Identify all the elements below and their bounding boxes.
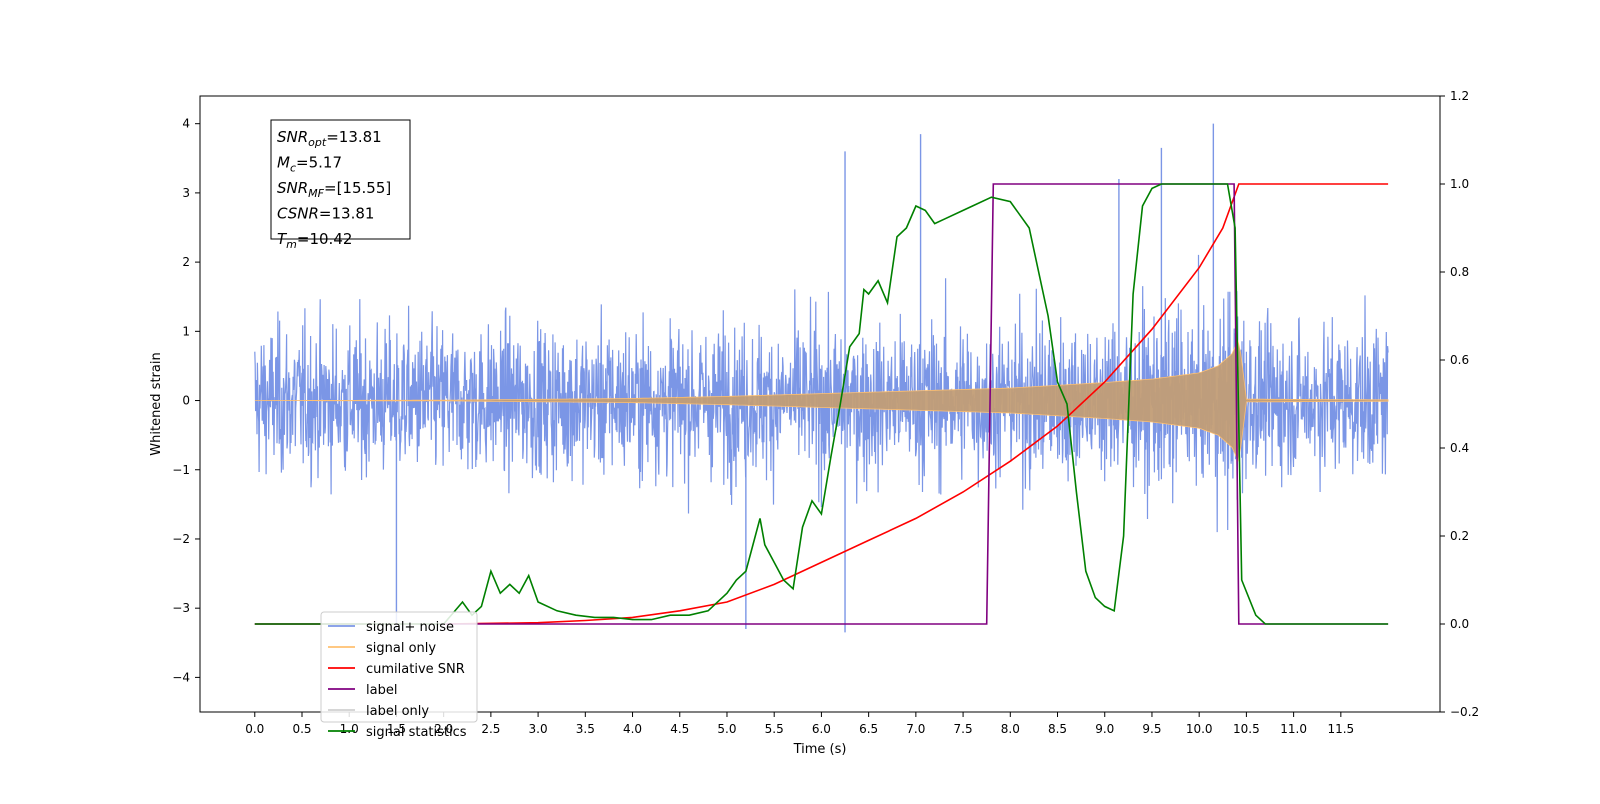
x-tick-label: 7.0 <box>906 722 925 736</box>
x-axis: 0.0 0.5 1.0 1.5 2.0 2.5 3.0 3.5 4.0 4.5 5.0 5.5 6.0 6… <box>245 712 1354 736</box>
x-axis-label: Time (s) <box>793 742 847 757</box>
legend-label: label only <box>366 704 429 719</box>
y2-tick-label: 0.8 <box>1450 265 1469 279</box>
x-tick-label: 4.0 <box>623 722 642 736</box>
y-tick-label: 3 <box>182 186 190 200</box>
x-tick-label: 8.5 <box>1048 722 1067 736</box>
annotation-line: CSNR=13.81 <box>277 205 374 223</box>
y-tick-label: 2 <box>182 255 190 269</box>
y2-tick-label: 1.0 <box>1450 177 1469 191</box>
x-tick-label: 6.5 <box>859 722 878 736</box>
annotation-line: Tm=10.42 <box>277 230 352 251</box>
x-tick-label: 0.5 <box>292 722 311 736</box>
signal-statistics-line <box>254 183 1389 625</box>
y-axis-label: Whitened strain <box>149 352 164 455</box>
y2-tick-label: 1.2 <box>1450 89 1469 103</box>
legend-label: signal+ noise <box>366 620 454 635</box>
x-tick-label: 11.0 <box>1280 722 1307 736</box>
y-tick-label: 4 <box>182 117 190 131</box>
legend-label: label <box>366 683 397 698</box>
legend-label: signal only <box>366 641 436 656</box>
x-tick-label: 9.5 <box>1142 722 1161 736</box>
y2-tick-label: 0.4 <box>1450 441 1469 455</box>
x-tick-label: 1.5 <box>387 722 406 736</box>
x-tick-label: 3.0 <box>529 722 548 736</box>
annotation-line: SNRopt=13.81 <box>277 128 382 149</box>
annotation-box: SNRopt=13.81 Mc=5.17 SNRMF=[15.55] CSNR=13.… <box>270 119 411 251</box>
y-tick-label: −2 <box>172 532 190 546</box>
x-tick-label: 2.0 <box>434 722 453 736</box>
x-tick-label: 10.0 <box>1186 722 1213 736</box>
x-tick-label: 8.0 <box>1001 722 1020 736</box>
x-tick-label: 5.5 <box>765 722 784 736</box>
x-tick-label: 0.0 <box>245 722 264 736</box>
y-tick-label: −4 <box>172 670 190 684</box>
y2-tick-label: 0.2 <box>1450 529 1469 543</box>
x-tick-label: 6.0 <box>812 722 831 736</box>
y-tick-label: −1 <box>172 463 190 477</box>
y2-tick-label: 0.0 <box>1450 617 1469 631</box>
x-tick-label: 1.0 <box>340 722 359 736</box>
x-tick-label: 11.5 <box>1327 722 1354 736</box>
y-axis-left: 4 3 2 1 0 −1 −2 −3 −4 <box>172 117 200 684</box>
y-tick-label: 0 <box>182 394 190 408</box>
y2-tick-label: 0.6 <box>1450 353 1469 367</box>
plot-frame <box>199 95 1441 713</box>
y-tick-label: −3 <box>172 601 190 615</box>
annotation-line: SNRMF=[15.55] <box>277 179 391 200</box>
legend-label: cumilative SNR <box>366 662 465 677</box>
y2-tick-label: −0.2 <box>1450 705 1479 719</box>
x-tick-label: 7.5 <box>954 722 973 736</box>
x-tick-label: 9.0 <box>1095 722 1114 736</box>
signal-only-area <box>254 339 1389 463</box>
series-signal-only <box>254 339 1389 463</box>
label-line <box>254 183 1389 625</box>
x-tick-label: 5.0 <box>717 722 736 736</box>
legend: signal+ noise signal only cumilative SNR la… <box>320 611 478 740</box>
x-tick-label: 2.5 <box>481 722 500 736</box>
x-tick-label: 3.5 <box>576 722 595 736</box>
x-tick-label: 10.5 <box>1233 722 1260 736</box>
cumulative-snr-line <box>254 183 1389 625</box>
y-tick-label: 1 <box>182 324 190 338</box>
series-lines <box>254 183 1389 625</box>
x-tick-label: 4.5 <box>670 722 689 736</box>
y-axis-right: 1.2 1.0 0.8 0.6 0.4 0.2 0.0 −0.2 <box>1440 89 1479 719</box>
annotation-line: Mc=5.17 <box>277 154 342 175</box>
legend-label: signal statistics <box>366 725 467 740</box>
